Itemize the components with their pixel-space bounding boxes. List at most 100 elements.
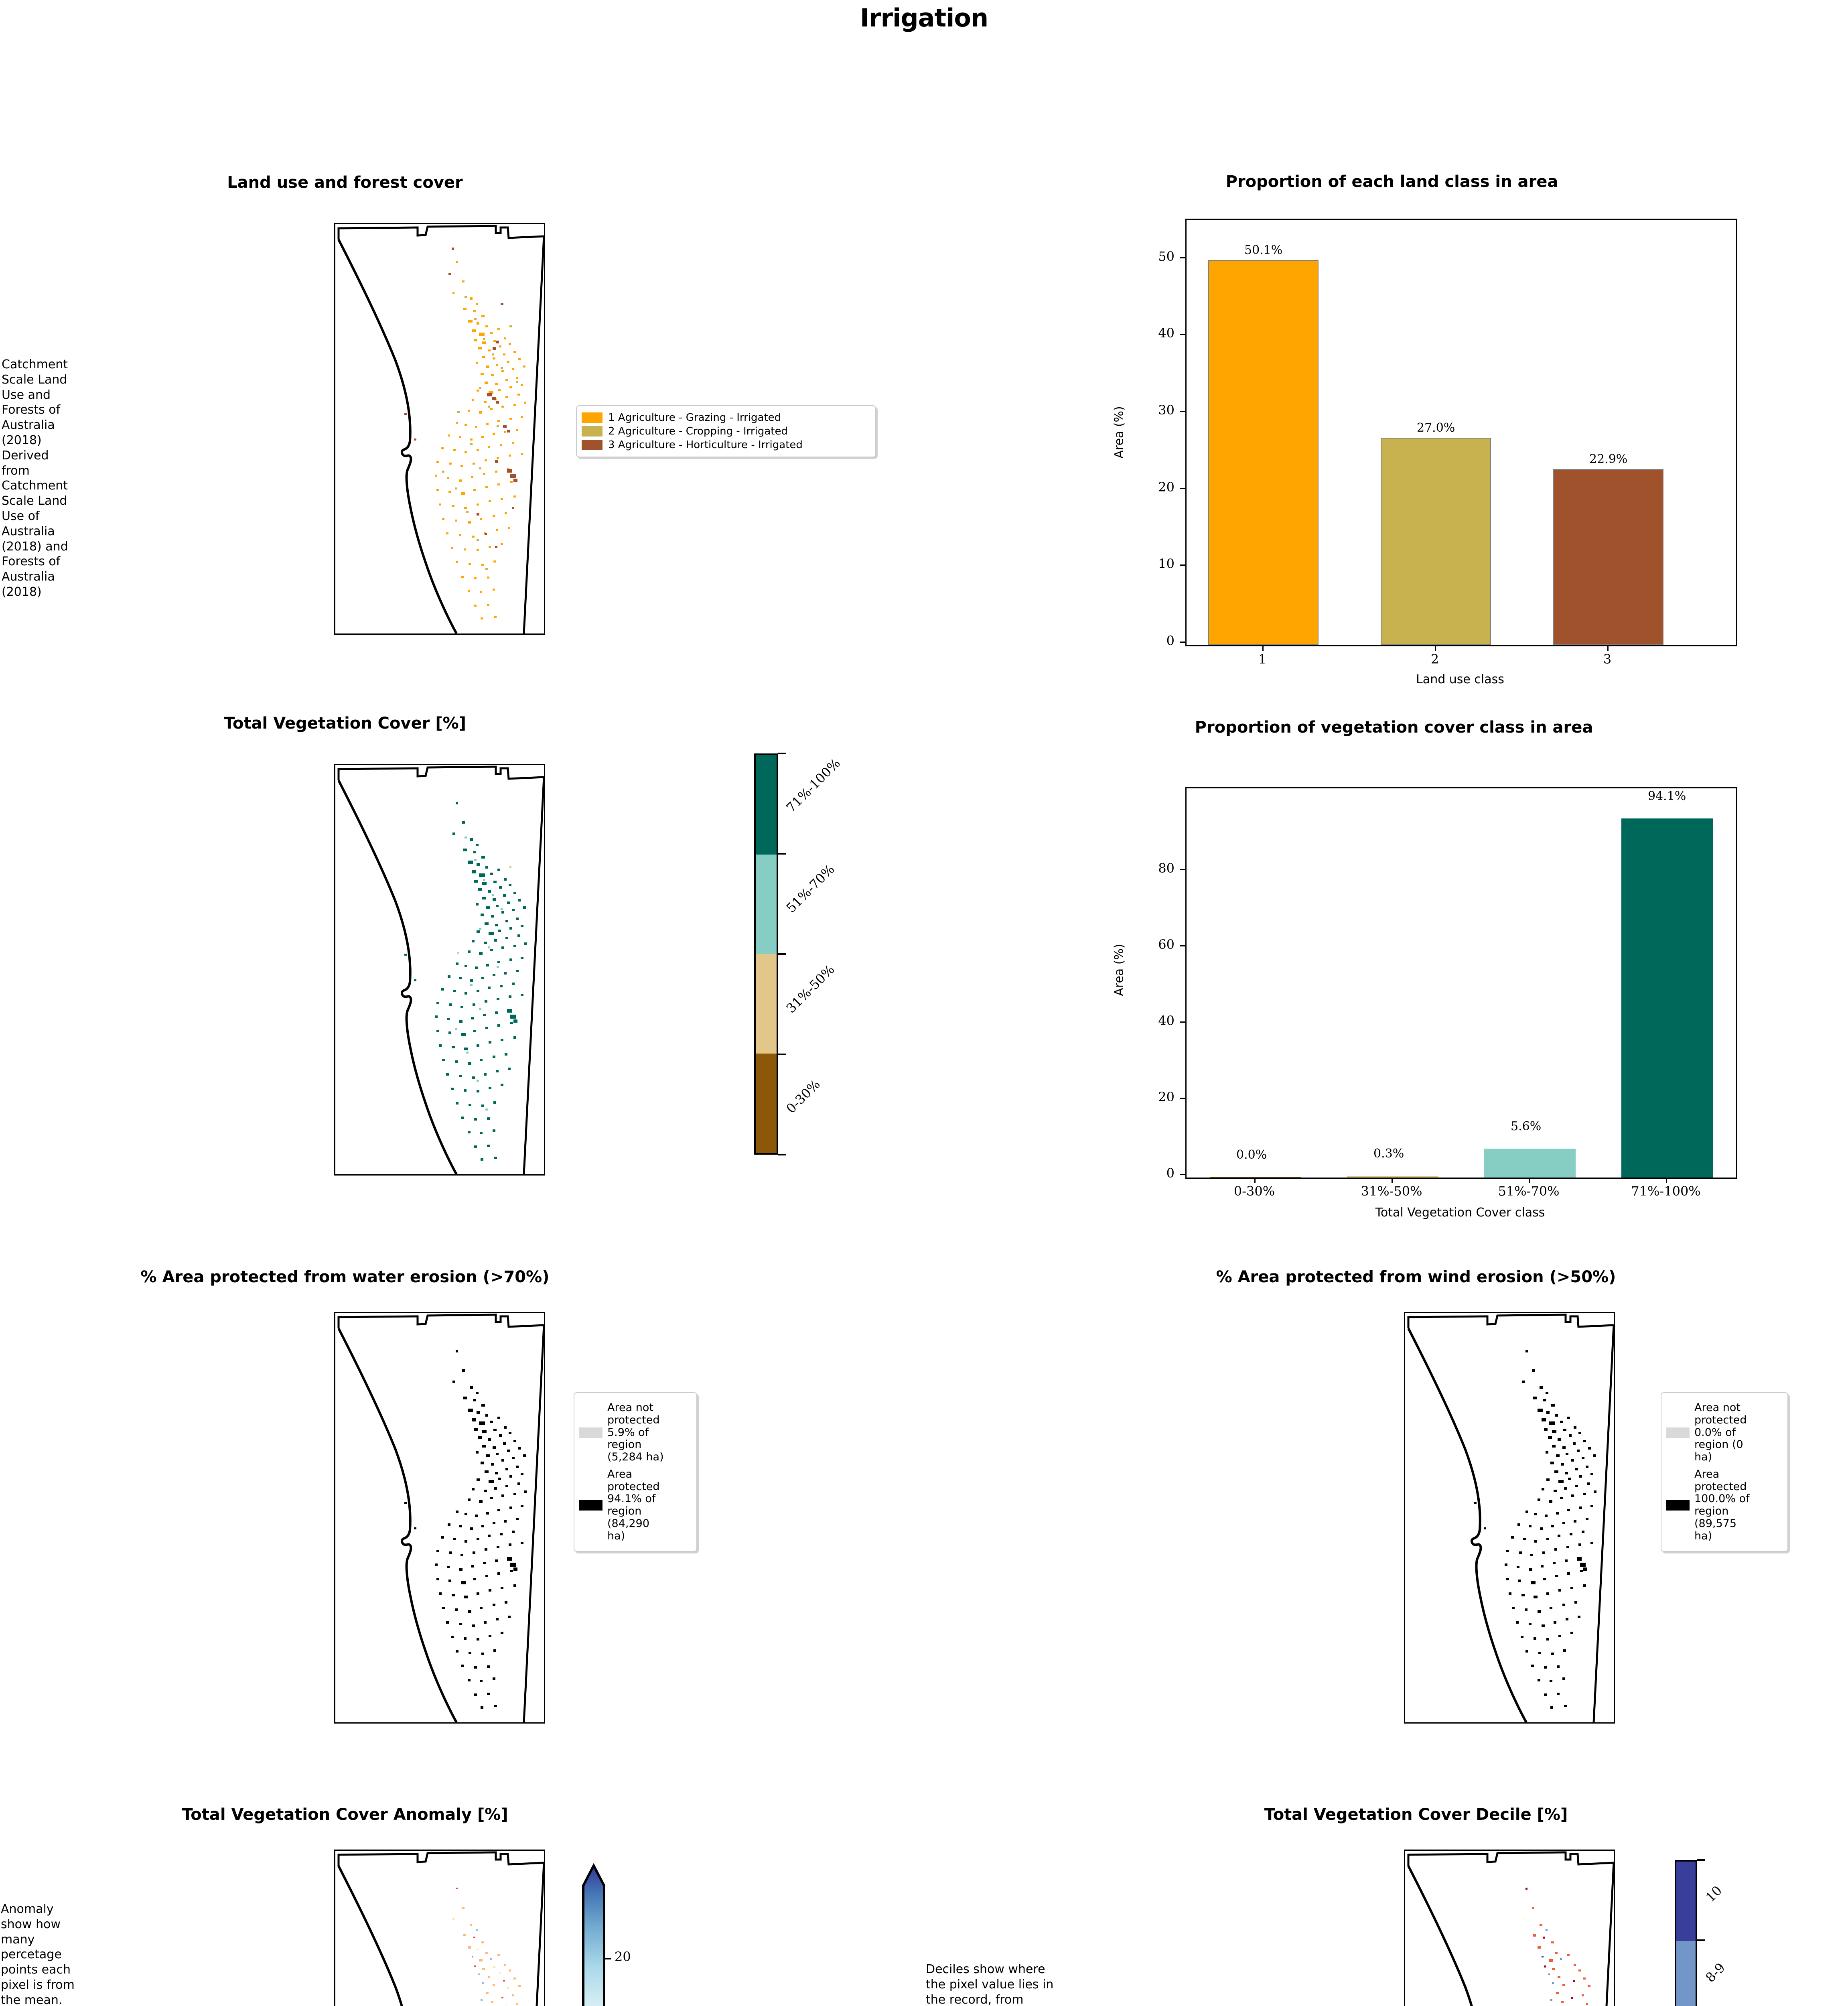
legend-item: Area not protected 5.9% of region (5,284… — [579, 1401, 692, 1464]
chart1-ytick-50: 50 — [1158, 249, 1175, 264]
panel-title-wind-erosion: % Area protected from wind erosion (>50%… — [1216, 1268, 1616, 1286]
chart1-plot-area: 50.1% 27.0% 22.9% — [1185, 219, 1737, 646]
panel-title-land-use: Land use and forest cover — [227, 173, 463, 192]
erosion-pixels — [1474, 1350, 1596, 1709]
chart2-title: Proportion of vegetation cover class in … — [1195, 718, 1593, 737]
cbar-label-51-70: 51%-70% — [783, 861, 838, 916]
land-use-legend[interactable]: 1 Agriculture - Grazing - Irrigated 2 Ag… — [576, 405, 876, 457]
legend-swatch-not-protected — [579, 1427, 602, 1438]
anomaly-map[interactable] — [334, 1850, 545, 2006]
map-svg — [337, 1851, 544, 2006]
legend-swatch-protected — [1666, 1500, 1690, 1511]
chart1-ytick-10: 10 — [1158, 556, 1175, 571]
decile-pixels — [1522, 1888, 1590, 2006]
legend-item: 3 Agriculture - Horticulture - Irrigated — [582, 439, 870, 451]
chart1-xtick-1: 1 — [1258, 652, 1267, 667]
landuse-pixels — [404, 248, 526, 619]
bar-veg-51-70[interactable] — [1484, 1149, 1576, 1178]
chart1-ylabel: Area (%) — [1112, 406, 1126, 459]
chart1-xlabel: Land use class — [1416, 672, 1504, 686]
legend-item: Area not protected 0.0% of region (0 ha) — [1666, 1401, 1783, 1464]
vegcover-pixels — [404, 802, 527, 1161]
legend-swatch-horticulture — [582, 440, 602, 450]
chart1-title: Proportion of each land class in area — [1225, 173, 1558, 191]
chart2-ytick-20: 20 — [1158, 1089, 1175, 1105]
chart2-xtick-0-30: 0-30% — [1233, 1184, 1275, 1199]
legend-item: 2 Agriculture - Cropping - Irrigated — [582, 425, 870, 437]
anomaly-pixels — [452, 1888, 521, 2006]
chart2-xtick-51-70: 51%-70% — [1498, 1184, 1560, 1199]
chart1-ytick-40: 40 — [1158, 325, 1175, 341]
panel-title-water-erosion: % Area protected from water erosion (>70… — [140, 1268, 550, 1286]
water-erosion-legend[interactable]: Area not protected 5.9% of region (5,284… — [574, 1392, 697, 1552]
chart2-ylabel: Area (%) — [1112, 944, 1126, 996]
chart2-xtick-71-100: 71%-100% — [1631, 1184, 1701, 1199]
panel-title-anomaly: Total Vegetation Cover Anomaly [%] — [182, 1805, 508, 1824]
legend-label-not-protected: Area not protected 5.9% of region (5,284… — [607, 1401, 664, 1464]
legend-swatch-protected — [579, 1500, 602, 1511]
bar-class-3[interactable] — [1553, 469, 1663, 645]
cbar-seg-0-30 — [756, 1054, 777, 1153]
legend-label-horticulture: 3 Agriculture - Horticulture - Irrigated — [608, 439, 803, 451]
decile-label-8-9: 8-9 — [1702, 1960, 1728, 1986]
bar-class-1[interactable] — [1208, 260, 1319, 645]
note-landuse-source: Catchment Scale Land Use and Forests of … — [2, 357, 68, 599]
decile-colorbar — [1675, 1860, 1697, 2006]
decile-map[interactable] — [1404, 1850, 1615, 2006]
legend-item: 1 Agriculture - Grazing - Irrigated — [582, 412, 870, 424]
chart1-ytick-0: 0 — [1166, 633, 1175, 648]
cbar-seg-51-70 — [756, 855, 777, 954]
map-svg — [337, 225, 544, 633]
decile-seg-10 — [1676, 1862, 1696, 1941]
bar-label-veg-71-100: 94.1% — [1648, 789, 1686, 803]
legend-item: Area protected 94.1% of region (84,290 h… — [579, 1468, 692, 1543]
anomaly-tick-20: 20 — [615, 1949, 631, 1964]
veg-cover-map[interactable] — [334, 764, 545, 1176]
bar-label-class-3: 22.9% — [1589, 452, 1628, 466]
page-title: Irrigation — [860, 3, 988, 32]
chart1-ytick-30: 30 — [1158, 402, 1175, 418]
decile-label-10: 10 — [1702, 1882, 1725, 1905]
chart2-plot-area: 0.0% 0.3% 5.6% 94.1% — [1185, 787, 1737, 1179]
decile-seg-8-9 — [1676, 1941, 1696, 2006]
chart2-ytick-60: 60 — [1158, 937, 1175, 952]
wind-erosion-legend[interactable]: Area not protected 0.0% of region (0 ha)… — [1661, 1392, 1788, 1552]
legend-swatch-cropping — [582, 426, 602, 437]
chart2-xtick-31-50: 31%-50% — [1361, 1184, 1422, 1199]
chart2-ytick-0: 0 — [1166, 1165, 1175, 1181]
chart2-ytick-80: 80 — [1158, 861, 1175, 876]
cbar-seg-31-50 — [756, 954, 777, 1054]
legend-label-not-protected: Area not protected 0.0% of region (0 ha) — [1694, 1401, 1747, 1464]
cbar-label-31-50: 31%-50% — [783, 962, 838, 1016]
chart1-ytick-20: 20 — [1158, 479, 1175, 495]
note-anomaly: Anomaly show how many percetage points e… — [1, 1902, 75, 2006]
bar-label-class-1: 50.1% — [1244, 243, 1283, 257]
bar-label-veg-0-30: 0.0% — [1236, 1148, 1267, 1162]
bar-veg-31-50[interactable] — [1347, 1176, 1438, 1178]
land-use-map[interactable] — [334, 223, 545, 635]
wind-erosion-map[interactable] — [1404, 1312, 1615, 1724]
legend-label-protected: Area protected 100.0% of region (89,575 … — [1694, 1468, 1750, 1542]
chart2-ytick-40: 40 — [1158, 1013, 1175, 1028]
water-erosion-map[interactable] — [334, 1312, 545, 1724]
note-decile: Deciles show where the pixel value lies … — [926, 1962, 1054, 2006]
veg-cover-colorbar — [754, 753, 778, 1155]
cbar-seg-71-100 — [756, 755, 777, 855]
panel-title-veg-cover: Total Vegetation Cover [%] — [223, 714, 467, 733]
bar-veg-71-100[interactable] — [1621, 818, 1713, 1178]
map-svg — [337, 765, 544, 1174]
bar-label-class-2: 27.0% — [1417, 421, 1455, 435]
bar-label-veg-31-50: 0.3% — [1373, 1147, 1404, 1161]
chart2-xlabel: Total Vegetation Cover class — [1375, 1206, 1545, 1220]
cbar-label-0-30: 0-30% — [783, 1076, 823, 1117]
bar-class-2[interactable] — [1381, 438, 1491, 645]
bar-label-veg-51-70: 5.6% — [1511, 1119, 1542, 1133]
anomaly-colorbar — [582, 1862, 606, 2006]
panel-title-decile: Total Vegetation Cover Decile [%] — [1264, 1805, 1568, 1824]
legend-swatch-grazing — [582, 412, 602, 423]
map-svg — [1407, 1314, 1614, 1722]
map-svg — [1407, 1851, 1614, 2006]
chart1-xtick-3: 3 — [1603, 652, 1612, 667]
cbar-label-71-100: 71%-100% — [783, 755, 844, 816]
bar-veg-0-30[interactable] — [1210, 1177, 1301, 1178]
